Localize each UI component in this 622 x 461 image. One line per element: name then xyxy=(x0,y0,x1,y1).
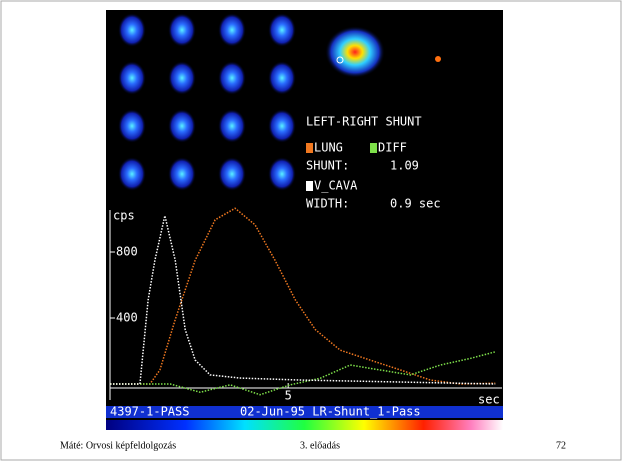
scan-thumbnail xyxy=(218,109,246,143)
footer-lecture: 3. előadás xyxy=(300,440,340,451)
chart-title: LEFT-RIGHT SHUNT xyxy=(306,115,422,129)
scan-thumbnail xyxy=(218,13,246,47)
scan-thumbnail xyxy=(168,109,196,143)
scan-thumbnail xyxy=(268,157,296,191)
scan-thumbnail xyxy=(118,61,146,95)
status-text: 02-Jun-95 LR-Shunt_1-Pass xyxy=(240,405,421,419)
x-axis-label: sec xyxy=(478,393,500,407)
scan-thumbnail xyxy=(268,109,296,143)
legend-label: DIFF xyxy=(378,141,407,155)
legend-label: V_CAVA xyxy=(314,179,358,193)
result-label: WIDTH: xyxy=(306,197,349,211)
y-tick-label: 400 xyxy=(116,311,138,325)
slide: LEFT-RIGHT SHUNT LUNG DIFF V_CAVA SHUNT: 1… xyxy=(0,0,622,461)
result-label: SHUNT: xyxy=(306,159,349,173)
scan-thumbnail xyxy=(168,157,196,191)
color-scale xyxy=(106,420,503,430)
result-value: 0.9 sec xyxy=(390,197,441,211)
y-axis-label: cps xyxy=(113,209,135,223)
scan-thumbnail xyxy=(118,109,146,143)
result-value: 1.09 xyxy=(390,159,419,173)
scan-thumbnail xyxy=(218,61,246,95)
footer-page: 72 xyxy=(556,440,566,451)
y-tick-label: 800 xyxy=(116,245,138,259)
scan-thumbnail xyxy=(118,13,146,47)
scan-marker xyxy=(435,56,441,62)
legend-label: LUNG xyxy=(314,141,343,155)
slide-canvas: LEFT-RIGHT SHUNT LUNG DIFF V_CAVA SHUNT: 1… xyxy=(0,0,622,461)
status-text: 4397-1-PASS xyxy=(110,405,189,419)
scan-screen xyxy=(106,10,503,420)
scan-thumbnail xyxy=(268,61,296,95)
scan-thumbnail xyxy=(168,13,196,47)
legend-swatch xyxy=(306,143,313,153)
footer-author: Máté: Orvosi képfeldolgozás xyxy=(60,440,176,451)
legend-swatch xyxy=(370,143,377,153)
scan-thumbnail xyxy=(218,157,246,191)
scan-large xyxy=(325,26,385,78)
legend-swatch xyxy=(306,181,313,191)
x-tick-label: 5 xyxy=(285,389,292,403)
scan-thumbnail xyxy=(268,13,296,47)
scan-thumbnail xyxy=(168,61,196,95)
scan-thumbnail xyxy=(118,157,146,191)
